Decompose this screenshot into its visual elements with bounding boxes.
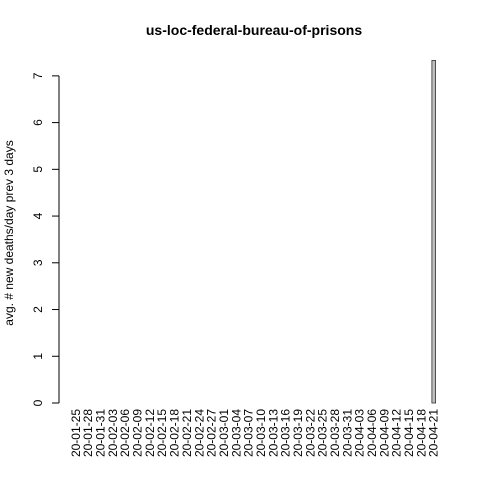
y-axis-label: avg. # new deaths/day prev 3 days [2,140,16,325]
bars [431,60,436,404]
y-tick-label: 3 [31,259,45,266]
x-tick-label: 20-02-06 [118,409,132,457]
x-tick-label: 20-01-25 [69,409,83,457]
x-tick-label: 20-02-18 [168,409,182,457]
x-tick-label: 20-04-06 [365,409,379,457]
x-tick-label: 20-02-27 [205,409,219,457]
x-tick-label: 20-04-09 [377,409,391,457]
x-tick-label: 20-04-15 [402,409,416,457]
x-axis: 20-01-2520-01-2820-01-3120-02-0320-02-06… [69,409,441,457]
y-tick-label: 7 [31,72,45,79]
chart-title: us-loc-federal-bureau-of-prisons [146,22,362,38]
x-tick-label: 20-03-31 [340,409,354,457]
y-tick-label: 2 [31,306,45,313]
x-tick-label: 20-03-19 [291,409,305,457]
x-tick-label: 20-02-24 [192,409,206,457]
x-tick-label: 20-04-03 [353,409,367,457]
x-tick-label: 20-02-21 [180,409,194,457]
x-tick-label: 20-04-21 [427,409,441,457]
x-tick-label: 20-02-12 [143,409,157,457]
x-tick-label: 20-03-13 [266,409,280,457]
x-tick-label: 20-04-12 [390,409,404,457]
x-tick-label: 20-04-18 [414,409,428,457]
x-tick-label: 20-02-15 [155,409,169,457]
x-tick-label: 20-03-16 [279,409,293,457]
y-tick-label: 5 [31,166,45,173]
y-tick-label: 4 [31,212,45,219]
x-tick-label: 20-03-04 [229,409,243,457]
x-tick-label: 20-02-03 [106,409,120,457]
x-tick-label: 20-03-01 [217,409,231,457]
x-tick-label: 20-03-22 [303,409,317,457]
bar [431,60,436,404]
x-tick-label: 20-02-09 [131,409,145,457]
x-tick-label: 20-01-28 [81,409,95,457]
y-tick-label: 1 [31,353,45,360]
x-tick-label: 20-03-28 [328,409,342,457]
y-tick-label: 6 [31,119,45,126]
y-axis: 0 1 2 3 4 5 6 7 [31,72,60,406]
x-tick-label: 20-03-10 [254,409,268,457]
x-tick-label: 20-03-25 [316,409,330,457]
x-tick-label: 20-03-07 [242,409,256,457]
y-tick-label: 0 [31,399,45,406]
x-tick-label: 20-01-31 [94,409,108,457]
